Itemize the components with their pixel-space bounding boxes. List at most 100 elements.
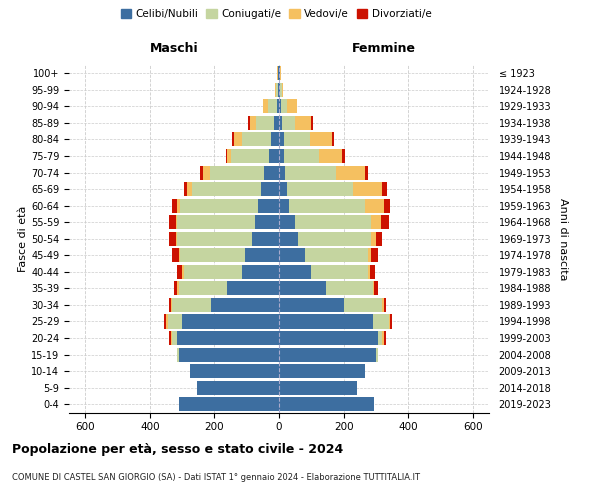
Bar (190, 364, 279, 378)
Bar (242, 132, 271, 146)
Bar (326, 282, 373, 296)
Bar (277, 100, 279, 114)
Bar (279, 182, 287, 196)
Bar (182, 265, 184, 279)
Bar (279, 232, 298, 246)
Bar (384, 198, 391, 212)
Bar (171, 298, 172, 312)
Bar (230, 149, 269, 163)
Bar (169, 232, 176, 246)
Text: COMUNE DI CASTEL SAN GIORGIO (SA) - Dati ISTAT 1° gennaio 2024 - Elaborazione TU: COMUNE DI CASTEL SAN GIORGIO (SA) - Dati… (12, 472, 420, 482)
Bar (310, 132, 332, 146)
Bar (275, 83, 277, 97)
Bar (377, 331, 382, 345)
Bar (172, 198, 177, 212)
Bar (179, 248, 181, 262)
Bar (279, 116, 282, 130)
Bar (287, 100, 297, 114)
Bar (389, 314, 391, 328)
Bar (371, 232, 376, 246)
Bar (192, 182, 261, 196)
Bar (279, 215, 295, 229)
Bar (274, 116, 279, 130)
Bar (263, 100, 268, 114)
Bar (227, 149, 230, 163)
Bar (177, 232, 251, 246)
Bar (279, 314, 373, 328)
Bar (371, 248, 377, 262)
Bar (164, 314, 166, 328)
Bar (174, 282, 177, 296)
Bar (319, 149, 342, 163)
Bar (370, 265, 375, 279)
Bar (279, 198, 289, 212)
Bar (177, 198, 181, 212)
Bar (232, 132, 234, 146)
Text: Femmine: Femmine (352, 42, 416, 55)
Bar (245, 248, 279, 262)
Bar (179, 348, 279, 362)
Bar (279, 397, 374, 411)
Bar (277, 83, 278, 97)
Bar (279, 364, 365, 378)
Bar (172, 331, 177, 345)
Bar (280, 83, 281, 97)
Bar (177, 215, 255, 229)
Text: Maschi: Maschi (149, 42, 199, 55)
Bar (382, 182, 387, 196)
Bar (184, 182, 187, 196)
Bar (269, 149, 279, 163)
Bar (169, 298, 171, 312)
Bar (365, 198, 384, 212)
Bar (177, 348, 179, 362)
Bar (365, 166, 368, 179)
Bar (384, 298, 386, 312)
Bar (172, 248, 179, 262)
Bar (382, 331, 384, 345)
Bar (167, 314, 182, 328)
Bar (281, 100, 287, 114)
Bar (282, 116, 295, 130)
Bar (179, 282, 227, 296)
Bar (391, 314, 392, 328)
Bar (368, 265, 370, 279)
Bar (187, 182, 192, 196)
Bar (255, 215, 279, 229)
Bar (279, 132, 284, 146)
Bar (305, 248, 368, 262)
Bar (278, 66, 279, 80)
Bar (203, 166, 209, 179)
Bar (376, 348, 377, 362)
Bar (384, 331, 386, 345)
Bar (381, 215, 389, 229)
Bar (172, 298, 211, 312)
Bar (311, 265, 368, 279)
Bar (353, 182, 382, 196)
Bar (242, 265, 279, 279)
Bar (279, 66, 280, 80)
Bar (197, 380, 279, 394)
Bar (176, 232, 177, 246)
Bar (332, 132, 334, 146)
Bar (279, 380, 356, 394)
Bar (298, 232, 371, 246)
Bar (256, 116, 274, 130)
Bar (211, 298, 279, 312)
Bar (279, 265, 311, 279)
Bar (166, 314, 167, 328)
Bar (181, 248, 245, 262)
Bar (284, 132, 310, 146)
Text: Popolazione per età, sesso e stato civile - 2024: Popolazione per età, sesso e stato civil… (12, 442, 343, 456)
Bar (295, 215, 371, 229)
Bar (268, 100, 277, 114)
Bar (176, 215, 177, 229)
Bar (177, 331, 279, 345)
Bar (179, 397, 279, 411)
Bar (226, 149, 227, 163)
Bar (281, 83, 283, 97)
Bar (181, 198, 258, 212)
Bar (177, 282, 179, 296)
Bar (248, 116, 250, 130)
Bar (182, 314, 279, 328)
Bar (376, 232, 382, 246)
